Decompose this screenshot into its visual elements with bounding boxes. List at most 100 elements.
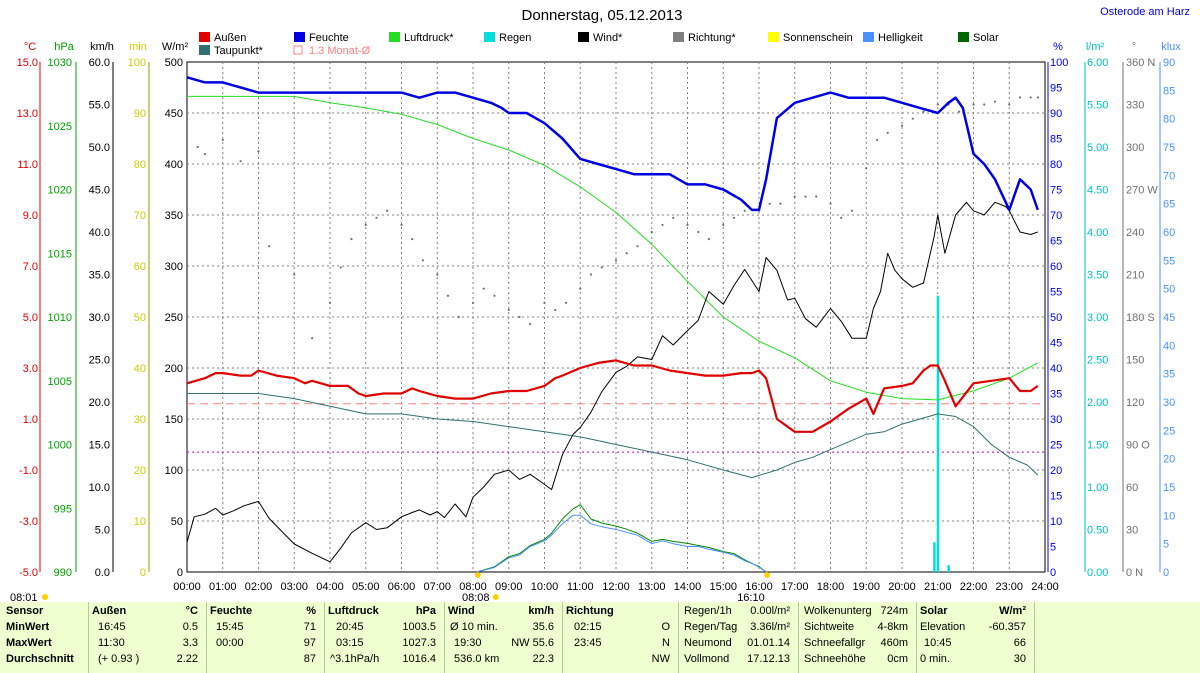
tick-label-direction: 300 [1126, 142, 1144, 154]
direction-point [793, 195, 796, 198]
tick-label-humidity: 60 [1050, 261, 1062, 273]
x-tick-label: 10:00 [531, 581, 559, 593]
location-label: Osterode am Harz [1100, 6, 1190, 18]
legend-swatch [768, 32, 779, 42]
direction-point [625, 252, 628, 255]
axis-unit-humidity: % [1053, 41, 1063, 53]
direction-point [993, 100, 997, 103]
direction-point [311, 337, 314, 340]
value-cell: 4-8km [877, 621, 908, 633]
direction-point [686, 223, 689, 227]
direction-point [886, 131, 889, 134]
tick-label-rain: 1.50 [1087, 440, 1108, 452]
wind-column: Wind km/h Ø 10 min. 35.6 19:30 NW 55.6 536.… [448, 602, 558, 673]
tick-label-brightness: 65 [1163, 199, 1175, 211]
legend-swatch [863, 32, 874, 42]
axis-unit-solar: W/m² [162, 41, 189, 53]
label-cell: Vollmond [684, 653, 730, 665]
rain-bar [933, 542, 936, 572]
direction-point [471, 301, 475, 304]
axis-unit-direction: ° [1132, 41, 1136, 53]
x-tick-label: 18:00 [817, 581, 845, 593]
statistics-panel: Sensor MinWert MaxWert Durchschnitt Auße… [0, 602, 1200, 673]
chart-title: Donnerstag, 05.12.2013 [522, 7, 683, 24]
direction-point [768, 202, 771, 205]
tick-label-humidity: 20 [1050, 465, 1062, 477]
axis-unit-temp: °C [24, 41, 36, 53]
tick-label-wind: 35.0 [89, 270, 110, 282]
x-tick-label: 15:00 [709, 581, 737, 593]
direction-point [865, 167, 868, 170]
tick-label-rain: 4.00 [1087, 227, 1108, 239]
series-auen-line [186, 359, 1039, 433]
tick-label-humidity: 55 [1050, 287, 1062, 299]
tick-label-sun: 60 [134, 261, 146, 273]
tick-label-brightness: 85 [1163, 85, 1175, 97]
value-cell: 66 [1013, 637, 1026, 649]
axis-unit-brightness: klux [1161, 41, 1181, 53]
direction-point [911, 117, 914, 120]
weather-chart: Donnerstag, 05.12.2013 Osterode am Harz … [10, 6, 1190, 602]
tick-label-humidity: 75 [1050, 185, 1062, 197]
value-cell: 0cm [887, 653, 908, 665]
tick-label-rain: 1.00 [1087, 482, 1108, 494]
tick-label-wind: 50.0 [89, 142, 110, 154]
tick-label-solar: 500 [165, 57, 183, 69]
tick-label-humidity: 95 [1050, 83, 1062, 95]
tick-label-pressure: 1010 [48, 312, 72, 324]
legend-swatch [293, 45, 303, 55]
tick-label-humidity: 100 [1050, 57, 1068, 69]
time-cell: 11:30 [98, 637, 125, 649]
direction-point [707, 237, 711, 241]
tick-label-solar: 350 [165, 210, 183, 222]
legend-label: Richtung* [688, 32, 736, 44]
row-label: Durchschnitt [6, 653, 74, 665]
legend-swatch [673, 32, 684, 42]
axis-unit-wind: km/h [90, 41, 114, 53]
tick-label-brightness: 40 [1163, 340, 1175, 352]
tick-label-direction: 150 [1126, 355, 1144, 367]
value-cell: 724m [880, 605, 908, 617]
direction-point [829, 202, 832, 205]
tick-label-humidity: 85 [1050, 134, 1062, 146]
direction-point [958, 110, 961, 113]
legend-swatch [578, 32, 589, 42]
direction-point [779, 202, 782, 205]
tick-label-solar: 0 [177, 567, 183, 579]
direction-point [661, 223, 664, 227]
tick-label-brightness: 55 [1163, 255, 1175, 267]
legend-label: 1.3 Monat-Ø [309, 45, 371, 57]
direction-point [743, 209, 746, 212]
tick-label-temp: 1.0 [23, 414, 38, 426]
direction-point [436, 273, 439, 276]
tick-label-solar: 400 [165, 159, 183, 171]
tick-label-direction: 120 [1126, 397, 1144, 409]
label-cell: Elevation [920, 621, 966, 633]
direction-point [493, 294, 496, 297]
value-cell: 0.5 [182, 621, 198, 633]
tick-label-humidity: 80 [1050, 159, 1062, 171]
value-cell: 2.22 [176, 653, 198, 665]
x-tick-label: 07:00 [423, 581, 451, 593]
time-marker-icon [42, 594, 48, 600]
legend-label: Helligkeit [878, 32, 923, 44]
tick-label-sun: 40 [134, 363, 146, 375]
x-tick-label: 11:00 [567, 581, 594, 593]
direction-point [850, 209, 854, 212]
time-cell: 15:45 [216, 621, 244, 633]
feuchte-column: Feuchte% 15:45 71 00:00 97 87 [210, 602, 320, 673]
value-cell: 71 [303, 621, 316, 633]
x-tick-label: 05:00 [352, 581, 380, 593]
direction-point [339, 266, 342, 269]
tick-label-direction: 0 N [1126, 567, 1143, 579]
column-header: Wind [448, 605, 475, 617]
x-tick-label: 08:00 [459, 581, 487, 593]
time-cell: 02:15 [574, 621, 602, 633]
tick-label-pressure: 1020 [48, 185, 72, 197]
x-tick-label: 03:00 [280, 581, 308, 593]
tick-label-solar: 250 [165, 312, 183, 324]
direction-point [983, 103, 986, 106]
value-cell: 17.12.13 [747, 653, 790, 665]
label-cell: Schneefallgr [804, 637, 866, 649]
tick-label-pressure: 1025 [48, 121, 72, 133]
